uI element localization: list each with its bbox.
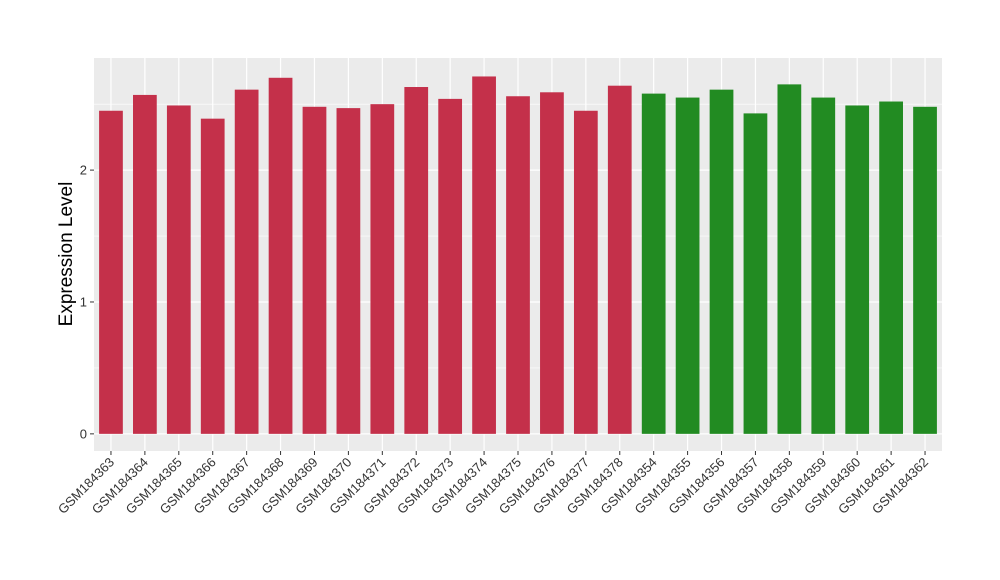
- bar-GSM184367: [234, 89, 259, 434]
- bar-GSM184364: [133, 94, 157, 434]
- bar-GSM184377: [573, 110, 598, 434]
- bar-GSM184359: [811, 97, 836, 434]
- bar-GSM184368: [268, 77, 293, 434]
- y-axis-title: Expression Level: [56, 182, 77, 327]
- bar-GSM184378: [607, 85, 632, 434]
- y-tick-label: 1: [80, 294, 87, 309]
- x-axis: GSM184363GSM184364GSM184365GSM184366GSM1…: [55, 451, 931, 517]
- bar-GSM184375: [506, 96, 530, 434]
- bar-GSM184354: [641, 93, 666, 434]
- bar-GSM184357: [743, 113, 768, 434]
- bar-GSM184366: [200, 118, 225, 434]
- bar-GSM184365: [166, 105, 191, 434]
- bar-GSM184360: [845, 105, 870, 434]
- y-tick-label: 0: [80, 426, 87, 441]
- bar-GSM184361: [879, 101, 903, 434]
- bar-GSM184358: [777, 84, 802, 434]
- y-axis: 0 1 2: [80, 163, 94, 441]
- bar-GSM184371: [370, 104, 395, 434]
- bar-GSM184373: [438, 98, 463, 434]
- bar-GSM184362: [913, 106, 937, 434]
- bar-GSM184356: [709, 89, 734, 434]
- bar-GSM184376: [540, 92, 564, 434]
- bar-GSM184370: [336, 108, 361, 434]
- y-tick-label: 2: [80, 163, 87, 178]
- bar-GSM184372: [404, 87, 429, 434]
- bars: [99, 76, 937, 434]
- bar-GSM184374: [472, 76, 496, 434]
- bar-GSM184363: [99, 110, 123, 434]
- bar-GSM184369: [302, 106, 327, 434]
- bar-GSM184355: [675, 97, 700, 434]
